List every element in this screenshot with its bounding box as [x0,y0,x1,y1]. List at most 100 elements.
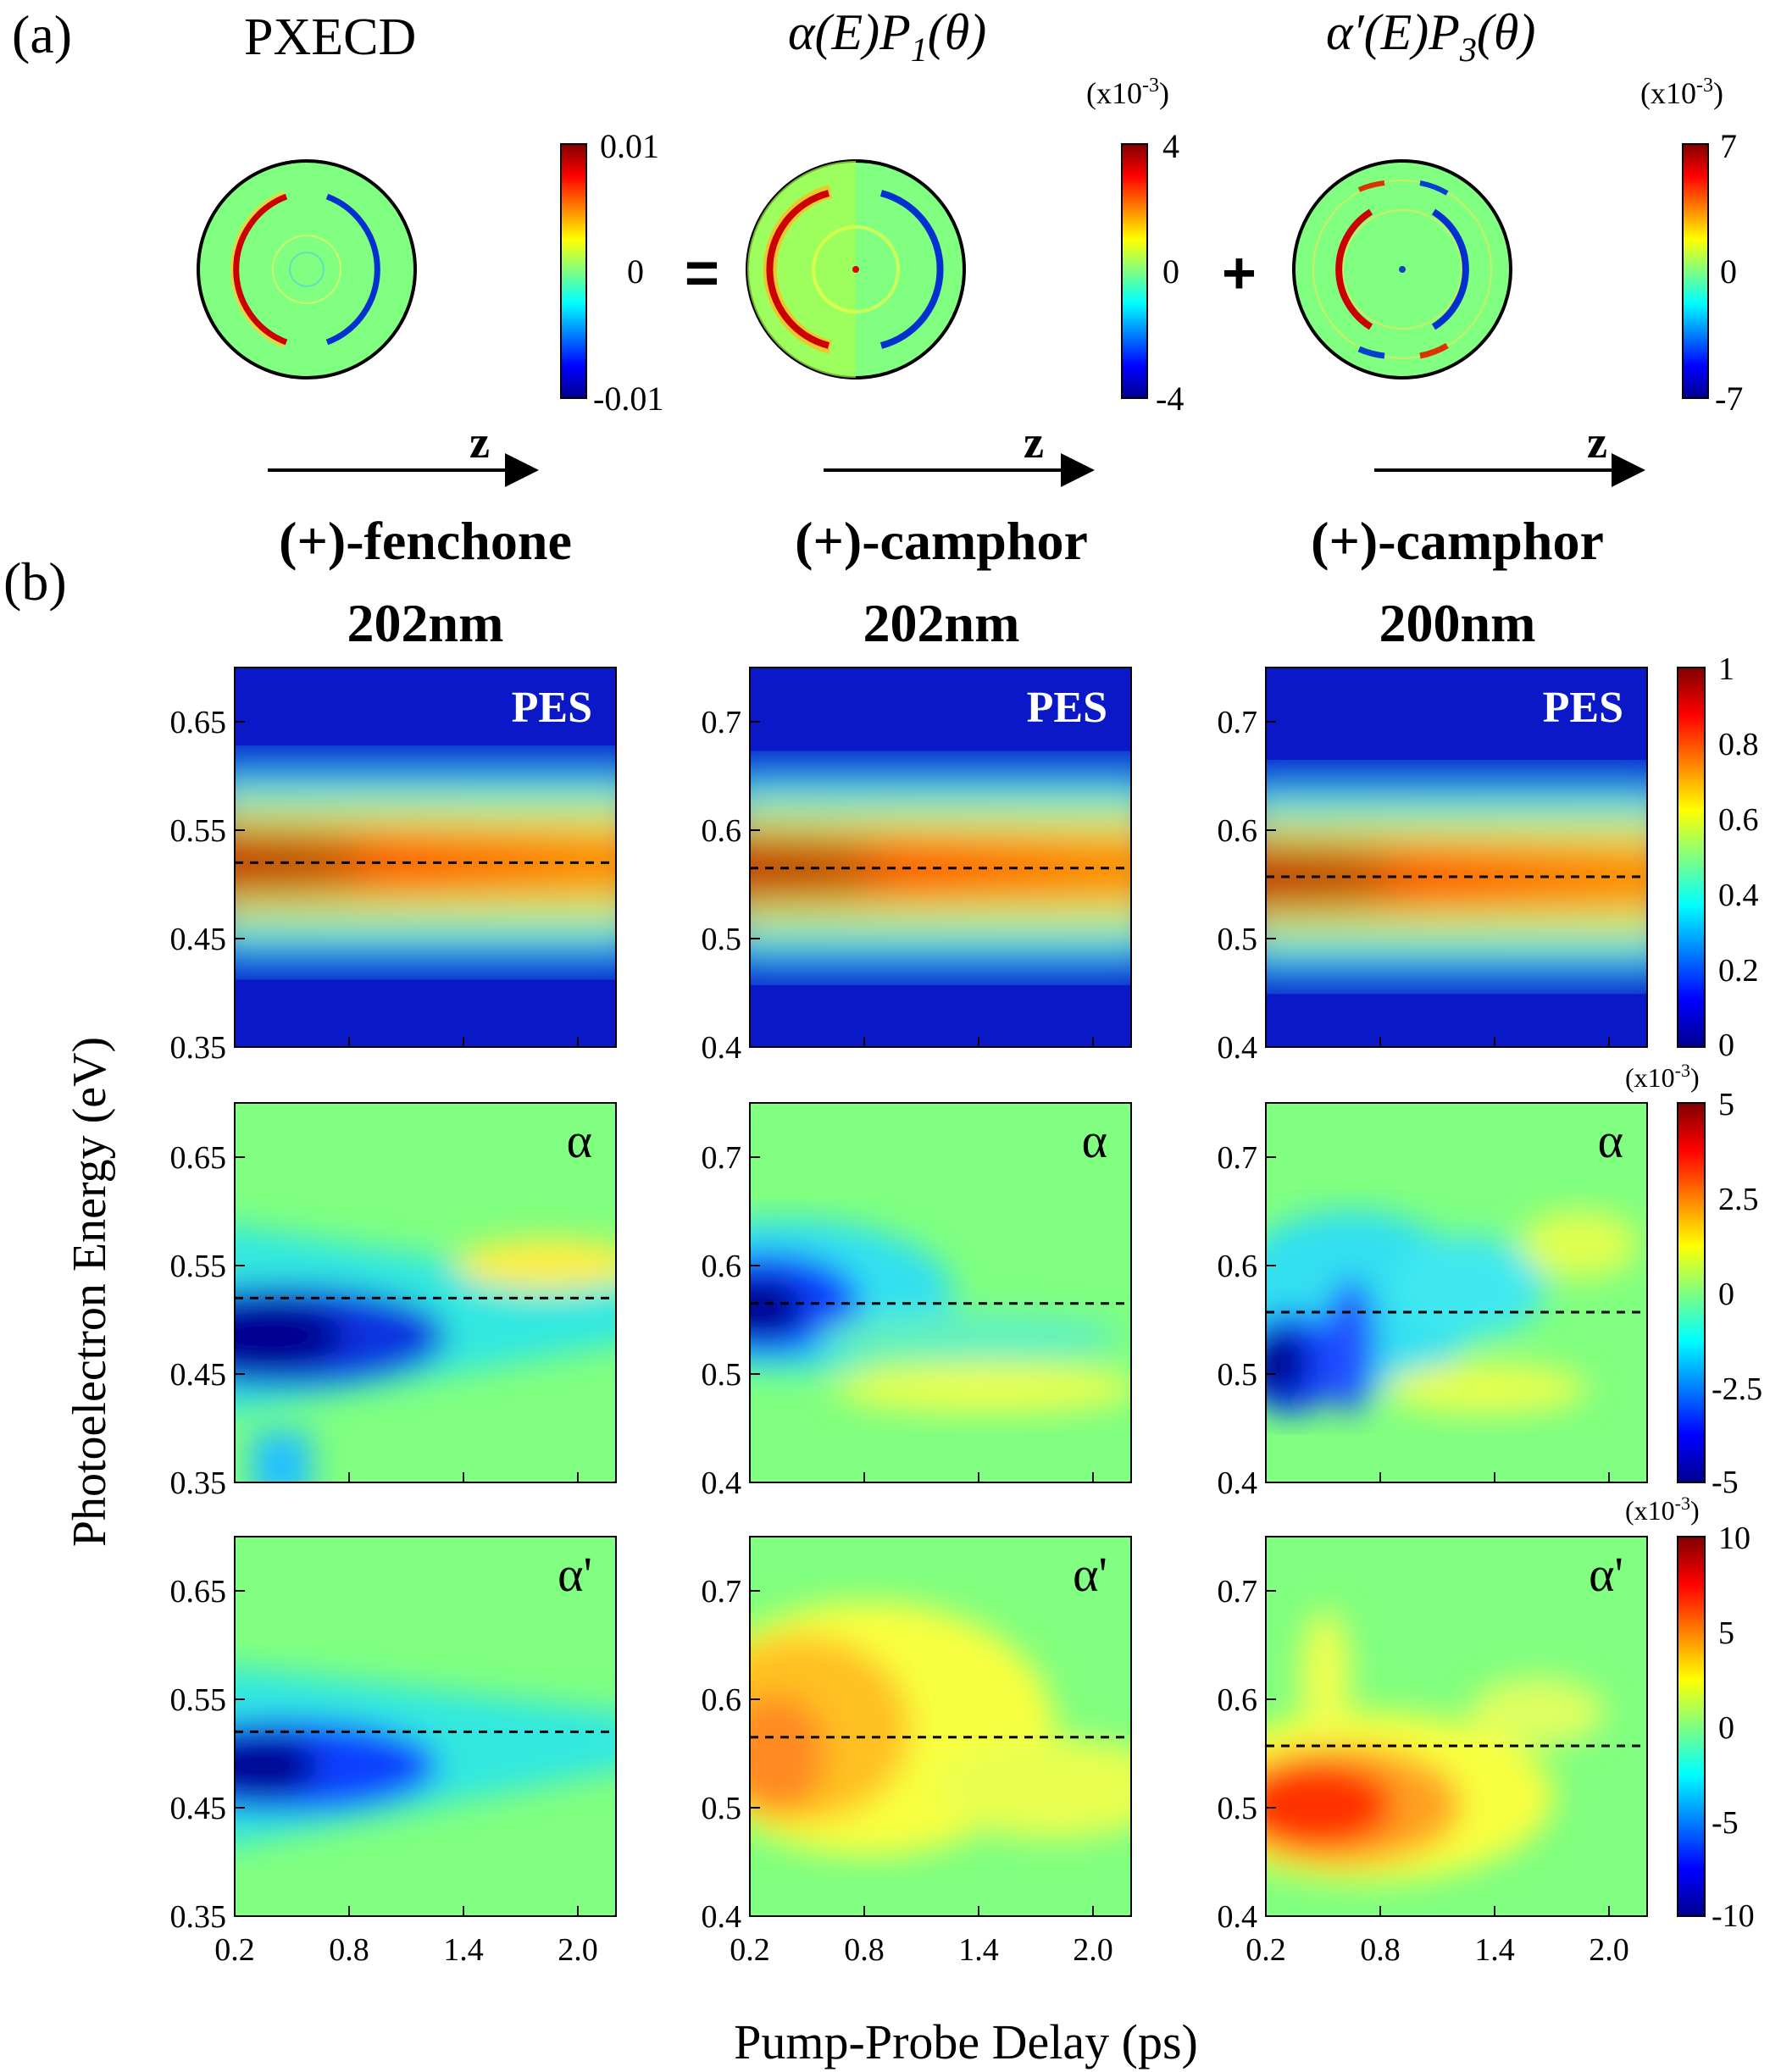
colorbar-tick: 2.5 [1718,1182,1759,1217]
colorbar-tick: 0 [1718,1710,1734,1746]
colorbar-tick: -5 [1712,1805,1739,1841]
y-tick-label: 0.45 [170,1791,227,1826]
colorbar-tick: -5 [1712,1465,1739,1500]
y-tick-label: 0.5 [702,922,742,957]
x-tick-label: 2.0 [1073,1932,1113,1968]
y-tick-label: 0.4 [702,1899,742,1935]
colorbar-tick: 1 [1718,651,1734,687]
y-tick-label: 0.65 [170,1140,227,1176]
plot-frame [234,1102,617,1483]
y-tick-label: 0.4 [702,1030,742,1066]
y-tick-label: 0.5 [1218,922,1258,957]
y-tick-label: 0.4 [1218,1465,1258,1501]
colorbar-p3: (x10-3) 7 0 -7 [1640,75,1743,418]
y-tick-label: 0.6 [702,1249,742,1284]
plot-frame [749,667,1132,1048]
colorbar-tick: 0.6 [1718,802,1759,838]
row-label: α' [1589,1547,1623,1602]
z-label: z [1024,417,1044,468]
colorbar-scale: (x10-3) [1086,75,1169,110]
p3-title: α′(E)P3(θ) [1326,4,1535,69]
y-tick-label: 0.65 [170,705,227,740]
plot-frame [234,667,617,1048]
z-label: z [469,417,490,468]
column-header-2: (+)-camphor 202nm [795,511,1088,653]
column-header-line2: 200nm [1379,593,1536,653]
y-tick-label: 0.55 [170,1249,227,1284]
y-tick-label: 0.4 [1218,1899,1258,1935]
colorbar-scale: (x10-3) [1640,75,1723,110]
x-tick-label: 0.2 [214,1932,255,1968]
row-label: PES [512,684,592,732]
panel-label-a: (a) [12,4,72,64]
x-tick-label: 0.8 [1360,1932,1401,1968]
column-header-line1: (+)-camphor [1311,511,1604,571]
colorbar-tick: 5 [1718,1087,1734,1122]
colorbar-tick: -7 [1715,379,1743,418]
y-tick-label: 0.35 [170,1899,227,1935]
x-tick-label: 0.2 [1246,1932,1286,1968]
x-tick-label: 0.8 [844,1932,885,1968]
column-header-line2: 202nm [347,593,504,653]
colorbar-tick: 0 [1720,252,1737,291]
row-label: PES [1027,684,1107,732]
colorbar-tick: 0.01 [600,127,659,165]
heatmap-panel [1266,1103,1647,1482]
colorbar-tick: -2.5 [1712,1371,1762,1407]
heatmap-panel [235,1103,616,1482]
x-tick-label: 0.2 [730,1932,770,1968]
equals-operator: = [685,240,719,306]
y-tick-label: 0.7 [1218,1140,1258,1176]
heatmap-panel [750,1537,1131,1916]
plot-frame [1265,667,1648,1048]
row-label: PES [1543,684,1623,732]
y-tick-label: 0.6 [1218,813,1258,849]
row-label: α [1082,1113,1107,1168]
pxecd-polar-map [197,159,417,379]
y-tick-label: 0.6 [702,1682,742,1718]
colorbar-alpha-prime: (x10-3) 10 5 0 -5 -10 [1625,1493,1755,1934]
y-tick-label: 0.5 [1218,1791,1258,1826]
colorbar-tick: 4 [1162,127,1179,165]
x-tick-label: 1.4 [1474,1932,1515,1968]
row-label: α' [558,1547,592,1602]
colorbar-tick: 0 [627,252,644,291]
column-header-line2: 202nm [863,593,1020,653]
colorbar-tick: 0.8 [1718,727,1759,762]
y-tick-label: 0.55 [170,1682,227,1718]
x-tick-label: 1.4 [443,1932,484,1968]
y-tick-label: 0.4 [702,1465,742,1501]
z-axis-arrow-3: z [1374,417,1645,487]
heatmap-grid: PES 0.65 0.55 0.45 0.35 PES 0.7 0.6 0.5 0.4 PES 0.7… [170,667,1648,1968]
heatmap-panel [1266,1537,1647,1916]
y-tick-label: 0.35 [170,1030,227,1066]
y-tick-label: 0.55 [170,813,227,849]
y-tick-label: 0.45 [170,1357,227,1393]
y-tick-label: 0.35 [170,1465,227,1501]
heatmap-panel [235,1537,616,1916]
y-tick-label: 0.5 [702,1357,742,1393]
colorbar-tick: -0.01 [593,379,663,418]
column-header-line1: (+)-camphor [795,511,1088,571]
row-label: α' [1073,1547,1107,1602]
row-label: α [1598,1113,1623,1168]
x-tick-label: 2.0 [558,1932,598,1968]
y-tick-label: 0.5 [702,1791,742,1826]
panel-label-b: (b) [3,551,67,612]
colorbar-pes: 1 0.8 0.6 0.4 0.2 0 [1677,651,1759,1063]
y-tick-label: 0.4 [1218,1030,1258,1066]
z-label: z [1587,417,1607,468]
column-header-line1: (+)-fenchone [279,511,572,571]
pxecd-title: PXECD [244,8,416,66]
x-axis-label: Pump-Probe Delay (ps) [734,2014,1198,2069]
x-tick-label: 2.0 [1589,1932,1629,1968]
plus-operator: + [1222,240,1257,306]
plot-frame [234,1536,617,1917]
colorbar-p1: (x10-3) 4 0 -4 [1086,75,1184,418]
colorbar-tick: 0.4 [1718,878,1759,913]
colorbar-pxecd: 0.01 0 -0.01 [560,127,663,418]
colorbar-alpha: (x10-3) 5 2.5 0 -2.5 -5 [1625,1060,1762,1500]
colorbar-tick: 0.2 [1718,953,1759,989]
colorbar-tick: -4 [1156,379,1184,418]
